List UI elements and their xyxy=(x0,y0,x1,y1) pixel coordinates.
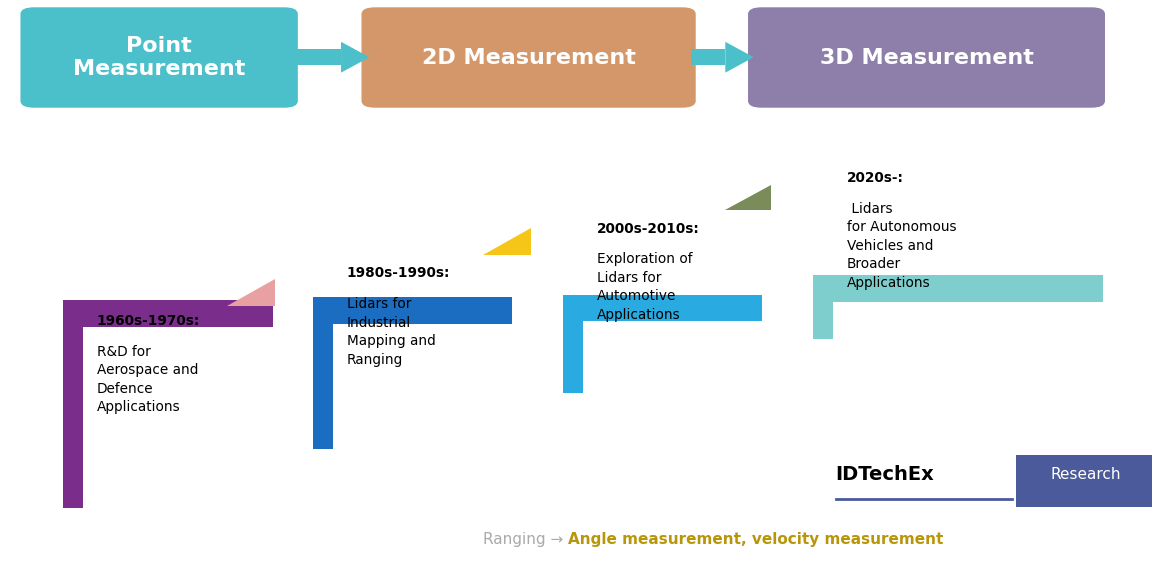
Bar xyxy=(312,297,511,324)
Text: Research: Research xyxy=(1051,467,1122,481)
Text: Lidars
for Autonomous
Vehicles and
Broader
Applications: Lidars for Autonomous Vehicles and Broad… xyxy=(847,202,956,289)
Bar xyxy=(62,300,83,508)
Text: 2D Measurement: 2D Measurement xyxy=(422,48,636,67)
Polygon shape xyxy=(341,42,370,73)
FancyBboxPatch shape xyxy=(1016,455,1152,507)
Polygon shape xyxy=(726,185,771,210)
Polygon shape xyxy=(227,279,275,306)
Text: 2020s-:: 2020s-: xyxy=(847,171,904,185)
Text: R&D for
Aerospace and
Defence
Applications: R&D for Aerospace and Defence Applicatio… xyxy=(97,345,198,414)
Text: 1980s-1990s:: 1980s-1990s: xyxy=(347,266,450,280)
Text: 2000s-2010s:: 2000s-2010s: xyxy=(597,222,699,236)
Bar xyxy=(813,275,833,339)
Bar xyxy=(562,295,583,393)
Bar xyxy=(62,300,273,327)
Bar xyxy=(562,295,761,321)
Text: 1960s-1970s:: 1960s-1970s: xyxy=(97,314,200,328)
Text: Lidars for
Industrial
Mapping and
Ranging: Lidars for Industrial Mapping and Rangin… xyxy=(347,297,435,366)
FancyBboxPatch shape xyxy=(21,7,298,108)
FancyBboxPatch shape xyxy=(290,49,341,65)
Bar xyxy=(312,297,333,449)
FancyBboxPatch shape xyxy=(362,7,696,108)
Text: Angle measurement, velocity measurement: Angle measurement, velocity measurement xyxy=(568,532,943,547)
Polygon shape xyxy=(483,228,531,255)
Text: 3D Measurement: 3D Measurement xyxy=(819,48,1033,67)
FancyBboxPatch shape xyxy=(748,7,1105,108)
Bar xyxy=(813,275,1102,302)
Text: Ranging →: Ranging → xyxy=(484,532,568,547)
Polygon shape xyxy=(726,42,753,73)
Text: IDTechEx: IDTechEx xyxy=(835,465,934,484)
Text: Point
Measurement: Point Measurement xyxy=(73,36,245,79)
FancyBboxPatch shape xyxy=(691,49,726,65)
Text: Exploration of
Lidars for
Automotive
Applications: Exploration of Lidars for Automotive App… xyxy=(597,252,692,321)
